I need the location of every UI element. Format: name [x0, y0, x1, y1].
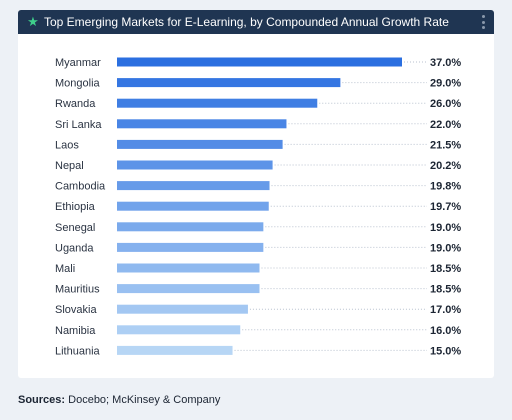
- category-label: Namibia: [55, 325, 96, 337]
- category-label: Rwanda: [55, 98, 96, 110]
- value-label: 18.5%: [430, 284, 461, 296]
- bar[interactable]: [117, 263, 260, 273]
- value-label: 17.0%: [430, 304, 461, 316]
- bar[interactable]: [117, 325, 241, 335]
- bar[interactable]: [117, 119, 287, 129]
- category-label: Lithuania: [55, 345, 101, 357]
- bar[interactable]: [117, 139, 283, 149]
- bar[interactable]: [117, 345, 233, 355]
- value-label: 19.7%: [430, 201, 461, 213]
- bar[interactable]: [117, 242, 264, 252]
- bar[interactable]: [117, 98, 318, 108]
- bar[interactable]: [117, 222, 264, 232]
- value-label: 19.8%: [430, 181, 461, 193]
- category-label: Nepal: [55, 160, 84, 172]
- value-label: 37.0%: [430, 57, 461, 69]
- category-label: Ethiopia: [55, 201, 96, 213]
- category-label: Mali: [55, 263, 75, 275]
- value-label: 18.5%: [430, 263, 461, 275]
- value-label: 15.0%: [430, 345, 461, 357]
- category-label: Senegal: [55, 222, 95, 234]
- bar[interactable]: [117, 160, 273, 170]
- kebab-menu-icon[interactable]: [482, 15, 486, 29]
- card-header: ★ Top Emerging Markets for E-Learning, b…: [18, 10, 494, 34]
- value-label: 21.5%: [430, 139, 461, 151]
- chart-card: ★ Top Emerging Markets for E-Learning, b…: [18, 10, 494, 378]
- value-label: 29.0%: [430, 78, 461, 90]
- category-label: Slovakia: [55, 304, 97, 316]
- bar[interactable]: [117, 57, 402, 67]
- bar[interactable]: [117, 78, 341, 88]
- bar[interactable]: [117, 201, 269, 211]
- star-icon: ★: [27, 14, 39, 29]
- bar[interactable]: [117, 304, 248, 314]
- category-label: Cambodia: [55, 181, 106, 193]
- value-label: 22.0%: [430, 119, 461, 131]
- value-label: 20.2%: [430, 160, 461, 172]
- category-label: Myanmar: [55, 57, 101, 69]
- bar-chart: Myanmar 37.0% Mongolia 29.0% Rwanda 26.0% Sri …: [55, 57, 461, 357]
- sources-text: Docebo; McKinsey & Company: [65, 394, 221, 406]
- category-label: Mauritius: [55, 284, 100, 296]
- category-label: Sri Lanka: [55, 119, 102, 131]
- sources-label: Sources:: [18, 394, 66, 406]
- value-label: 16.0%: [430, 325, 461, 337]
- value-label: 19.0%: [430, 222, 461, 234]
- bar[interactable]: [117, 181, 270, 191]
- sources-note: Sources: Docebo; McKinsey & Company: [18, 394, 220, 406]
- category-label: Mongolia: [55, 78, 101, 90]
- category-label: Laos: [55, 139, 79, 151]
- bar[interactable]: [117, 284, 260, 294]
- category-label: Uganda: [55, 242, 94, 254]
- value-label: 19.0%: [430, 242, 461, 254]
- value-label: 26.0%: [430, 98, 461, 110]
- chart-title: Top Emerging Markets for E-Learning, by …: [44, 15, 449, 29]
